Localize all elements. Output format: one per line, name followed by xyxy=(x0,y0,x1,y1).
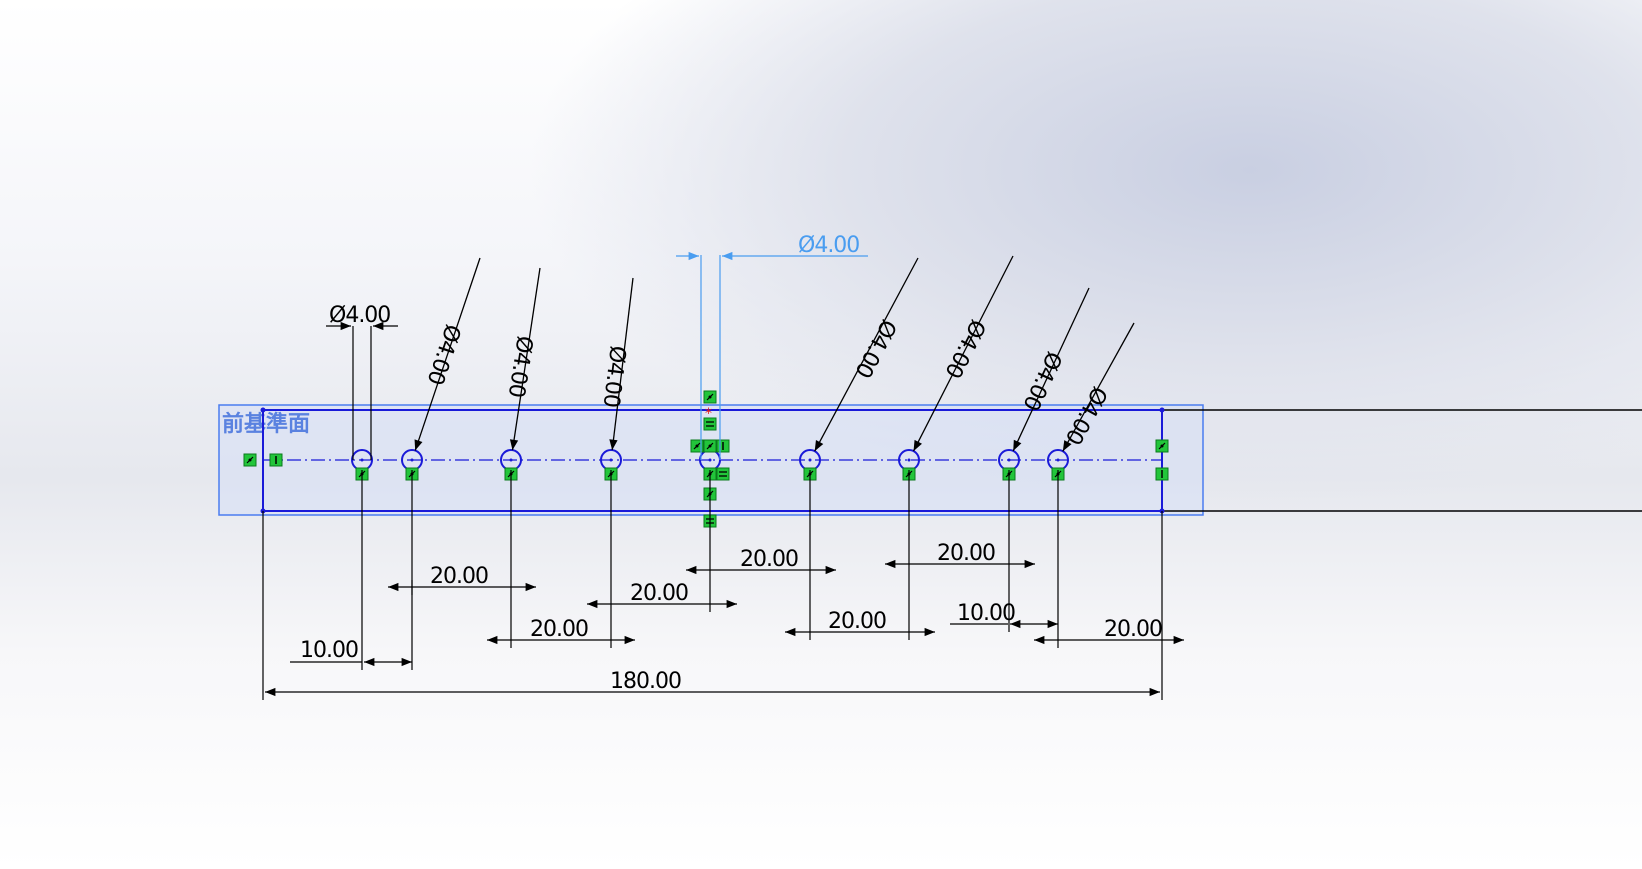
diameter-dimension-hole-3[interactable]: Ø4.00 xyxy=(503,267,541,451)
diameter-dimension-value: Ø4.00 xyxy=(598,344,630,408)
relation-icon xyxy=(716,467,730,481)
diameter-dimension-value: Ø4.00 xyxy=(940,315,990,381)
dimension-20-b-value: 20.00 xyxy=(530,617,588,642)
dimension-20-d-value: 20.00 xyxy=(740,547,798,572)
dimension-20-a[interactable]: 20.00 xyxy=(388,564,536,592)
dimension-10-right-value: 10.00 xyxy=(957,601,1015,626)
diameter-dimension-value: Ø4.00 xyxy=(1018,347,1067,413)
dimension-20-e-value: 20.00 xyxy=(828,609,886,634)
dimension-10-left-value: 10.00 xyxy=(300,638,358,663)
diameter-dimension-value: Ø4.00 xyxy=(850,315,901,381)
hole-center xyxy=(1007,458,1011,462)
diameter-dimension-value: Ø4.00 xyxy=(503,334,537,398)
diameter-dimension-value: Ø4.00 xyxy=(422,321,465,387)
plane-label: 前基準面 xyxy=(222,411,310,437)
dimension-overall[interactable]: 180.00 xyxy=(262,511,1163,700)
diameter-dimension-selected[interactable]: Ø4.00 xyxy=(676,233,868,460)
hole-center xyxy=(360,458,364,462)
diameter-dimension-selected-value: Ø4.00 xyxy=(798,233,859,258)
hole-center xyxy=(509,458,513,462)
hole-center xyxy=(808,458,812,462)
relation-icon xyxy=(716,439,730,453)
dimension-20-a-value: 20.00 xyxy=(430,564,488,589)
hole-center xyxy=(410,458,414,462)
dimension-20-c[interactable]: 20.00 xyxy=(587,581,737,609)
dimension-10-left[interactable]: 10.00 xyxy=(290,638,412,667)
relation-icon xyxy=(703,390,717,404)
hole-center xyxy=(708,458,712,462)
dimension-extension-lines xyxy=(361,470,1059,670)
dimension-20-f-value: 20.00 xyxy=(937,541,995,566)
relation-icon xyxy=(703,417,717,431)
fix-marker: * xyxy=(705,406,712,422)
relation-icon xyxy=(703,439,717,453)
dimension-20-g-value: 20.00 xyxy=(1104,617,1162,642)
relation-icon xyxy=(243,453,257,467)
diameter-dimension-hole-1[interactable]: Ø4.00 xyxy=(326,303,398,460)
dimension-20-c-value: 20.00 xyxy=(630,581,688,606)
dimension-20-g[interactable]: 20.00 xyxy=(1034,617,1184,645)
diameter-dimension-hole-1-value: Ø4.00 xyxy=(329,303,390,328)
dimension-20-e[interactable]: 20.00 xyxy=(785,609,935,637)
dimension-10-right[interactable]: 10.00 xyxy=(950,601,1058,629)
hole-center xyxy=(907,458,911,462)
relation-icon xyxy=(1155,439,1169,453)
dimension-20-d[interactable]: 20.00 xyxy=(686,547,836,575)
hole-center xyxy=(609,458,613,462)
relation-icon xyxy=(269,453,283,467)
hole-center xyxy=(1056,458,1060,462)
dimension-20-b[interactable]: 20.00 xyxy=(487,617,635,645)
dimension-overall-value: 180.00 xyxy=(610,669,681,694)
dimension-20-f[interactable]: 20.00 xyxy=(885,541,1035,569)
relation-icon xyxy=(690,439,704,453)
relation-icon xyxy=(1155,467,1169,481)
